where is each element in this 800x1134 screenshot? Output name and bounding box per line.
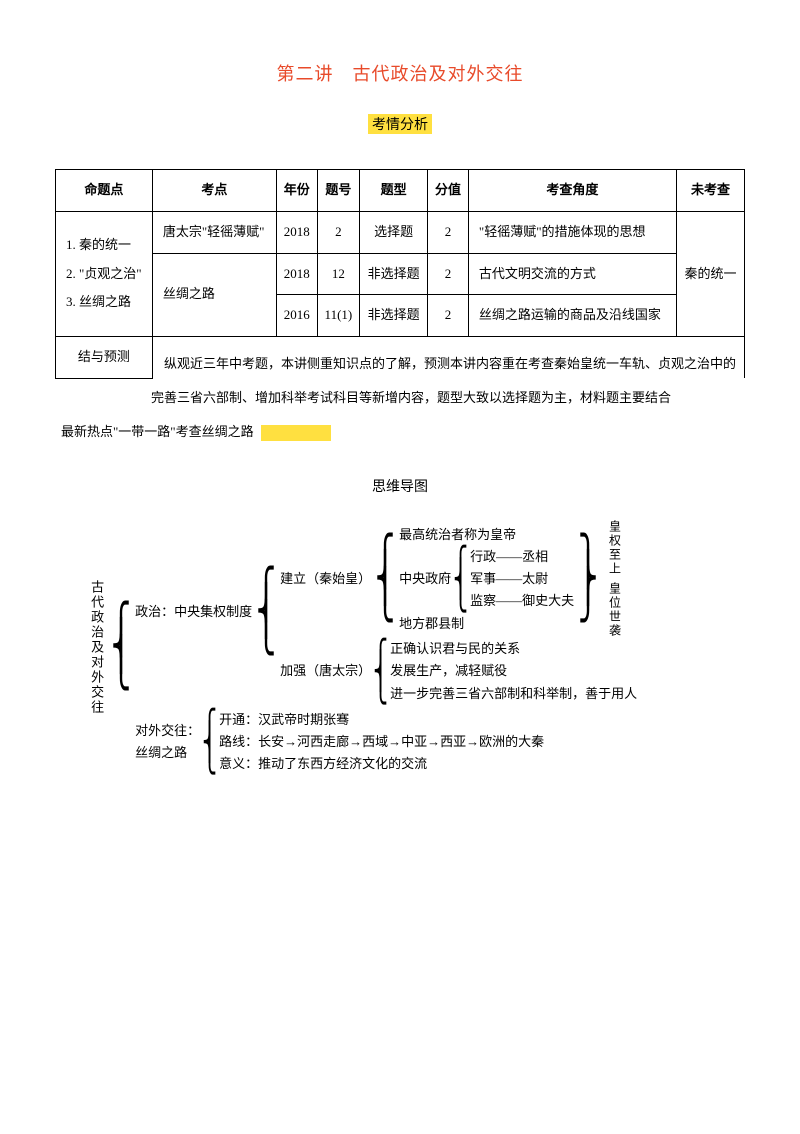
th: 题型 <box>360 170 428 212</box>
prediction-lastline: 最新热点"一带一路"考查丝绸之路 <box>61 415 745 449</box>
td: 2016 <box>276 295 317 337</box>
brace-icon: ⎫⎬⎭ <box>578 554 598 604</box>
td: 2018 <box>276 253 317 295</box>
lecture-title: 第二讲 古代政治及对外交往 <box>55 60 745 86</box>
td: 选择题 <box>360 211 428 253</box>
td: 非选择题 <box>360 253 428 295</box>
brace-icon: ⎧⎨⎩ <box>256 587 276 637</box>
pred-last-text: 最新热点"一带一路"考查丝绸之路 <box>61 424 254 439</box>
mindmap: 古代政治及对外交往 ⎧⎨⎩ 政治：中央集权制度 ⎧⎨⎩ 建立（秦始皇） ⎧⎨⎩ … <box>85 520 745 775</box>
td: 丝绸之路 <box>152 253 276 337</box>
mm-right-b: 皇位世袭 <box>604 582 624 638</box>
brace-icon: ⎧⎨⎩ <box>111 622 131 672</box>
td: 11(1) <box>317 295 360 337</box>
mm-root: 古代政治及对外交往 <box>85 580 107 715</box>
th: 题号 <box>317 170 360 212</box>
mm-jianli: 建立（秦始皇） <box>280 568 371 590</box>
td: 2018 <box>276 211 317 253</box>
th: 年份 <box>276 170 317 212</box>
td: 古代文明交流的方式 <box>468 253 676 295</box>
td: 2 <box>428 211 469 253</box>
mm-item: 发展生产，减轻赋役 <box>390 660 637 682</box>
td: 2 <box>428 253 469 295</box>
brace-icon: ⎧⎨⎩ <box>373 653 388 691</box>
brace-icon: ⎧⎨⎩ <box>453 560 468 598</box>
th: 考点 <box>152 170 276 212</box>
th: 命题点 <box>56 170 153 212</box>
mm-item: 监察——御史大夫 <box>470 590 574 612</box>
td: 丝绸之路运输的商品及沿线国家 <box>468 295 676 337</box>
table-row: 1. 秦的统一 2. "贞观之治" 3. 丝绸之路 唐太宗"轻徭薄赋" 2018… <box>56 211 745 253</box>
mm-central: 中央政府 <box>399 568 451 590</box>
th: 考查角度 <box>468 170 676 212</box>
td: "轻徭薄赋"的措施体现的思想 <box>468 211 676 253</box>
td: 12 <box>317 253 360 295</box>
td: 非选择题 <box>360 295 428 337</box>
th: 未考查 <box>676 170 744 212</box>
mm-item: 正确认识君与民的关系 <box>390 638 637 660</box>
topic-points-cell: 1. 秦的统一 2. "贞观之治" 3. 丝绸之路 <box>56 211 153 336</box>
highlight-badge: 考情分析 <box>368 114 432 134</box>
mm-jiaqiang: 加强（唐太宗） <box>280 660 371 682</box>
section-analysis: 考情分析 <box>55 114 745 134</box>
mm-item: 路线：长安→河西走廊→西域→中亚→西亚→欧洲的大秦 <box>219 731 544 753</box>
table-header-row: 命题点 考点 年份 题号 题型 分值 考查角度 未考查 <box>56 170 745 212</box>
yellow-block-icon <box>261 425 331 441</box>
mm-item: 行政——丞相 <box>470 546 574 568</box>
td: 2 <box>317 211 360 253</box>
not-examined-cell: 秦的统一 <box>676 211 744 336</box>
td: 唐太宗"轻徭薄赋" <box>152 211 276 253</box>
brace-icon: ⎧⎨⎩ <box>375 554 395 604</box>
mm-item: 军事——太尉 <box>470 568 574 590</box>
table-row: 丝绸之路 2018 12 非选择题 2 古代文明交流的方式 <box>56 253 745 295</box>
mm-foreign: 对外交往： <box>135 720 200 742</box>
mm-item: 进一步完善三省六部制和科举制，善于用人 <box>390 683 637 705</box>
mm-silkroad: 丝绸之路 <box>135 742 187 764</box>
mm-right-a: 皇权至上 <box>604 520 624 576</box>
mm-item: 意义：推动了东西方经济文化的交流 <box>219 753 544 775</box>
mm-item: 地方郡县制 <box>399 613 574 635</box>
th: 分值 <box>428 170 469 212</box>
brace-icon: ⎧⎨⎩ <box>202 723 217 761</box>
prediction-body: 纵观近三年中考题，本讲侧重知识点的了解，预测本讲内容重在考查秦始皇统一车轨、贞观… <box>55 343 745 415</box>
mindmap-title: 思维导图 <box>55 476 745 496</box>
mm-item: 开通：汉武帝时期张骞 <box>219 709 544 731</box>
td: 2 <box>428 295 469 337</box>
mm-politics: 政治：中央集权制度 <box>135 601 252 623</box>
mm-item: 最高统治者称为皇帝 <box>399 524 574 546</box>
